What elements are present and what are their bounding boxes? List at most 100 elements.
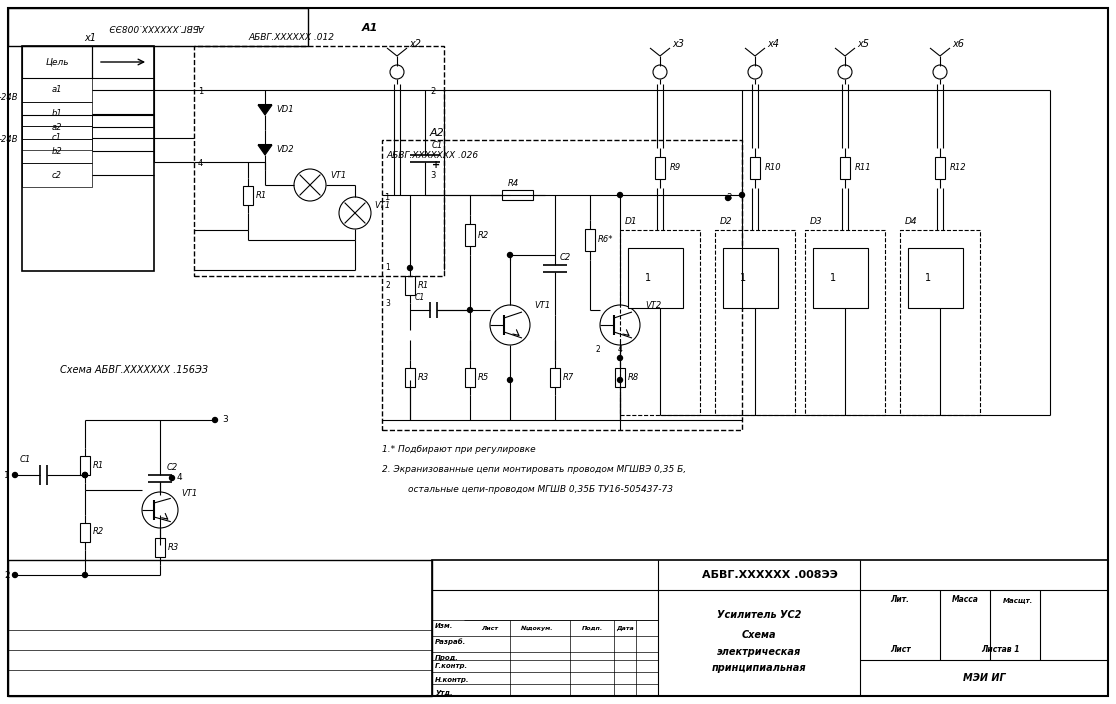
Bar: [22, 78, 92, 102]
Text: c2: c2: [52, 170, 62, 180]
Text: 2: 2: [4, 570, 10, 579]
Text: Лист: Лист: [889, 646, 911, 655]
Circle shape: [83, 472, 87, 477]
Circle shape: [508, 377, 512, 382]
Bar: [502, 190, 532, 200]
Circle shape: [12, 572, 18, 577]
Text: 1: 1: [384, 194, 389, 203]
Circle shape: [508, 253, 512, 258]
Text: Н.контр.: Н.контр.: [435, 677, 470, 683]
Text: VT1: VT1: [181, 489, 198, 498]
Text: R1: R1: [93, 460, 104, 470]
Text: D4: D4: [905, 218, 917, 227]
Bar: [899, 230, 980, 415]
Text: R6*: R6*: [598, 236, 614, 244]
Text: Усилитель УС2: Усилитель УС2: [716, 610, 801, 620]
Text: VD1: VD1: [276, 106, 294, 115]
Bar: [22, 139, 92, 163]
Text: остальные цепи-проводом МГШВ 0,35Б ТУ16-505437-73: остальные цепи-проводом МГШВ 0,35Б ТУ16-…: [408, 486, 673, 494]
Text: 1: 1: [925, 273, 931, 283]
Text: 4: 4: [618, 346, 623, 355]
Bar: [432, 560, 1108, 696]
Text: 4: 4: [198, 160, 203, 168]
Text: R1: R1: [256, 191, 267, 199]
Text: D3: D3: [810, 218, 822, 227]
Text: Масса: Масса: [952, 596, 979, 605]
Text: Г.контр.: Г.контр.: [435, 663, 468, 669]
Circle shape: [212, 417, 218, 422]
Text: Подп.: Подп.: [581, 625, 603, 631]
Text: 1.* Подбирают при регулировке: 1.* Подбирают при регулировке: [382, 446, 536, 455]
Circle shape: [83, 572, 87, 577]
Text: R5: R5: [478, 372, 489, 382]
Bar: [382, 140, 742, 430]
Text: x1: x1: [84, 33, 96, 43]
Bar: [80, 456, 90, 475]
Text: b2: b2: [51, 146, 62, 156]
Text: Листав 1: Листав 1: [981, 646, 1019, 655]
Text: -24B: -24B: [0, 135, 18, 144]
Circle shape: [468, 308, 472, 313]
Text: R4: R4: [508, 179, 519, 187]
Bar: [840, 157, 850, 179]
Bar: [550, 368, 560, 387]
Text: 3: 3: [385, 298, 389, 308]
Bar: [22, 102, 92, 126]
Text: VD2: VD2: [276, 146, 294, 154]
Text: R9: R9: [670, 163, 681, 172]
Circle shape: [170, 475, 174, 481]
Text: x2: x2: [408, 39, 421, 49]
Text: A2: A2: [430, 128, 445, 138]
Bar: [935, 157, 945, 179]
Text: АБВГ.XXXXXX .012: АБВГ.XXXXXX .012: [248, 34, 334, 42]
Bar: [620, 230, 700, 415]
Text: Прод.: Прод.: [435, 655, 459, 661]
Circle shape: [617, 192, 623, 198]
Text: АБВГ.XXXXXX.008ЭЭ: АБВГ.XXXXXX.008ЭЭ: [110, 23, 205, 32]
Bar: [908, 248, 963, 308]
Text: Разраб.: Разраб.: [435, 639, 466, 646]
Circle shape: [407, 265, 413, 270]
Bar: [465, 224, 475, 246]
Text: C1: C1: [415, 294, 425, 303]
Text: R12: R12: [950, 163, 966, 172]
Bar: [805, 230, 885, 415]
Bar: [405, 276, 415, 295]
Text: x5: x5: [857, 39, 869, 49]
Circle shape: [725, 196, 731, 201]
Text: b1: b1: [51, 110, 62, 118]
Text: 4: 4: [177, 474, 183, 482]
Text: Масщт.: Масщт.: [1003, 597, 1033, 603]
Text: +: +: [432, 160, 440, 170]
Text: C2: C2: [560, 253, 571, 261]
Bar: [155, 538, 165, 557]
Text: принципиальная: принципиальная: [712, 663, 807, 673]
Text: a1: a1: [51, 85, 62, 94]
Polygon shape: [258, 145, 272, 155]
Bar: [22, 163, 92, 187]
Bar: [22, 115, 92, 139]
Bar: [22, 46, 92, 78]
Text: C1: C1: [432, 141, 443, 149]
Text: R2: R2: [478, 230, 489, 239]
Text: электрическая: электрическая: [716, 647, 801, 657]
Text: R3: R3: [418, 372, 430, 382]
Text: 2: 2: [430, 87, 435, 96]
Text: Лит.: Лит.: [891, 596, 910, 605]
Polygon shape: [258, 105, 272, 115]
Bar: [22, 46, 154, 271]
Text: 1: 1: [385, 263, 389, 272]
Bar: [8, 8, 308, 46]
Text: Утд.: Утд.: [435, 689, 453, 695]
Bar: [723, 248, 778, 308]
Text: Лист: Лист: [481, 625, 499, 631]
Text: x6: x6: [952, 39, 964, 49]
Bar: [585, 229, 595, 251]
Text: R2: R2: [93, 527, 104, 536]
Text: a2: a2: [51, 122, 62, 132]
Text: x3: x3: [672, 39, 684, 49]
Text: R1: R1: [418, 280, 430, 289]
Circle shape: [83, 472, 87, 477]
Bar: [194, 46, 444, 276]
Text: Цель: Цель: [46, 58, 69, 66]
